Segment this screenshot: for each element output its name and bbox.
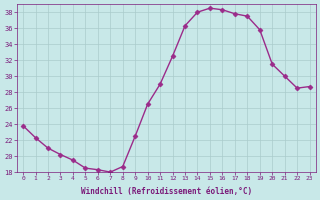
X-axis label: Windchill (Refroidissement éolien,°C): Windchill (Refroidissement éolien,°C) [81,187,252,196]
